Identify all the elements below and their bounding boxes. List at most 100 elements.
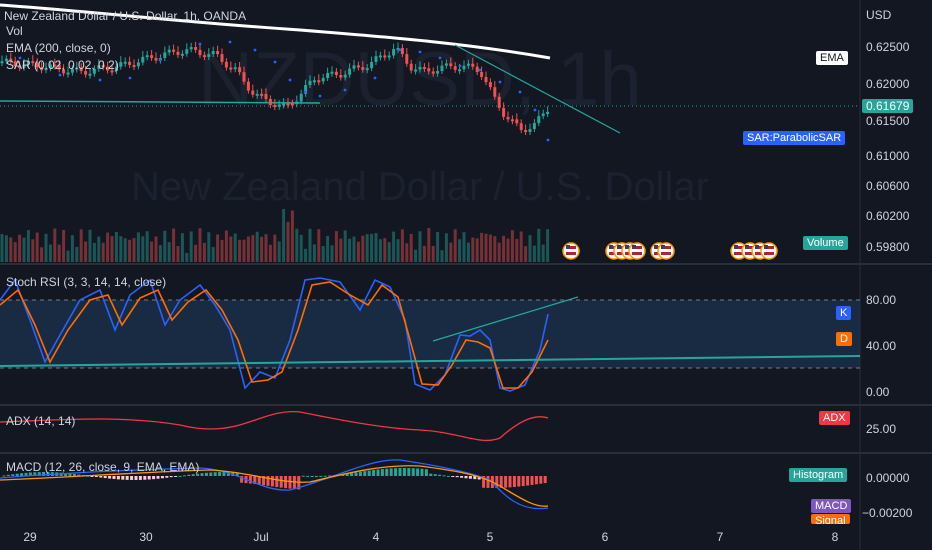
histogram-bar xyxy=(77,474,81,476)
candle-body xyxy=(466,63,470,66)
sar-badge[interactable]: SAR:ParabolicSAR xyxy=(743,131,846,145)
time-tick: 5 xyxy=(486,530,494,544)
stoch-trendline-rising[interactable] xyxy=(432,296,579,342)
histogram-bar xyxy=(420,468,424,476)
volume-bar xyxy=(502,235,506,262)
flag-stripe xyxy=(745,252,755,255)
event-flags[interactable] xyxy=(562,242,778,260)
macd-line xyxy=(0,459,549,510)
volume-bar xyxy=(40,247,44,262)
candle-body xyxy=(88,73,92,76)
histogram-bar xyxy=(306,475,310,477)
support-line[interactable] xyxy=(0,100,321,104)
volume-bar xyxy=(233,233,237,262)
time-tick: Jul xyxy=(253,530,269,544)
volume-bar xyxy=(97,236,101,262)
symbol-title[interactable]: New Zealand Dollar / U.S. Dollar, 1h, OA… xyxy=(4,9,247,23)
macd-title[interactable]: MACD (12, 26, close, 9, EMA, EMA) xyxy=(6,460,200,474)
histogram-bar xyxy=(112,476,116,480)
stoch-title[interactable]: Stoch RSI (3, 3, 14, 14, close) xyxy=(6,275,167,289)
ema-line xyxy=(0,3,551,60)
histogram-bar xyxy=(363,471,367,476)
candle-body xyxy=(510,119,514,122)
ema-badge[interactable]: EMA xyxy=(816,51,848,65)
volume-bar xyxy=(308,228,312,262)
flag-canton xyxy=(755,245,759,249)
event-flag-icon[interactable] xyxy=(628,242,646,260)
stoch-d-line xyxy=(0,281,549,389)
histogram-bar xyxy=(108,476,112,479)
sar-dot xyxy=(478,68,482,72)
volume-bar xyxy=(321,246,325,262)
d-badge[interactable]: D xyxy=(836,332,852,346)
volume-bar xyxy=(167,242,171,262)
histogram-bar xyxy=(143,476,147,480)
volume-bar xyxy=(348,238,352,262)
adx-badge[interactable]: ADX xyxy=(819,411,850,425)
histogram-bar xyxy=(248,476,252,484)
candle-body xyxy=(18,66,22,69)
volume-bar xyxy=(66,250,70,262)
candle-body xyxy=(541,113,545,117)
volume-badge[interactable]: Volume xyxy=(803,236,848,250)
volume-bar xyxy=(0,234,4,262)
currency-label[interactable]: USD xyxy=(866,8,892,22)
trendline-main[interactable] xyxy=(454,44,621,134)
macd-badge[interactable]: MACD xyxy=(811,499,852,513)
candle-body xyxy=(299,93,303,102)
k-badge[interactable]: K xyxy=(836,306,852,320)
adx-title[interactable]: ADX (14, 14) xyxy=(6,414,76,428)
candle-body xyxy=(106,66,110,71)
indicator-sar[interactable]: SAR (0.02, 0.02, 0.2) xyxy=(6,58,119,72)
indicator-ema[interactable]: EMA (200, close, 0) xyxy=(6,41,111,55)
last-price-label[interactable]: 0.61679 xyxy=(862,99,914,113)
candle-body xyxy=(458,69,462,72)
volume-bar xyxy=(264,234,268,262)
volume-bar xyxy=(453,229,457,262)
candle-body xyxy=(233,67,237,70)
indicator-vol[interactable]: Vol xyxy=(6,24,23,38)
stoch-trendline-flat[interactable] xyxy=(0,355,861,367)
candle-body xyxy=(524,130,528,133)
event-flag-icon[interactable] xyxy=(562,242,580,260)
histogram-badge[interactable]: Histogram xyxy=(789,468,848,482)
volume-bar xyxy=(546,229,550,262)
volume-bar xyxy=(176,246,180,262)
volume-bar xyxy=(422,245,426,262)
histogram-bar xyxy=(464,476,468,479)
histogram-bar xyxy=(134,476,138,480)
candle-body xyxy=(392,49,396,56)
event-flag-icon[interactable] xyxy=(657,242,675,260)
volume-bar xyxy=(378,239,382,262)
macd-histogram xyxy=(2,468,547,490)
volume-bar xyxy=(136,232,140,262)
histogram-bar xyxy=(323,475,327,477)
histogram-bar xyxy=(147,476,151,480)
histogram-bar xyxy=(24,472,28,476)
candle-body xyxy=(97,65,101,69)
flag-stripe xyxy=(566,252,576,255)
price-tick: 0.61500 xyxy=(866,114,910,128)
candle-body xyxy=(229,67,233,70)
adx-tick: 25.00 xyxy=(866,422,897,436)
volume-bar xyxy=(317,229,321,262)
candle-body xyxy=(268,99,272,106)
candle-body xyxy=(66,72,70,75)
histogram-bar xyxy=(20,473,24,476)
volume-bar xyxy=(150,241,154,262)
volume-bar xyxy=(532,245,536,262)
histogram-bar xyxy=(121,476,125,480)
event-flag-icon[interactable] xyxy=(760,242,778,260)
histogram-bar xyxy=(200,473,204,476)
candle-body xyxy=(189,47,193,50)
volume-bar xyxy=(370,233,374,262)
candles xyxy=(0,41,550,136)
flag-canton xyxy=(617,245,621,249)
time-tick: 7 xyxy=(716,530,724,544)
signal-badge[interactable]: Signal xyxy=(811,514,850,524)
volume-bar xyxy=(132,238,136,262)
histogram-bar xyxy=(209,472,213,476)
histogram-bar xyxy=(508,476,512,488)
volume-bar xyxy=(277,241,281,262)
